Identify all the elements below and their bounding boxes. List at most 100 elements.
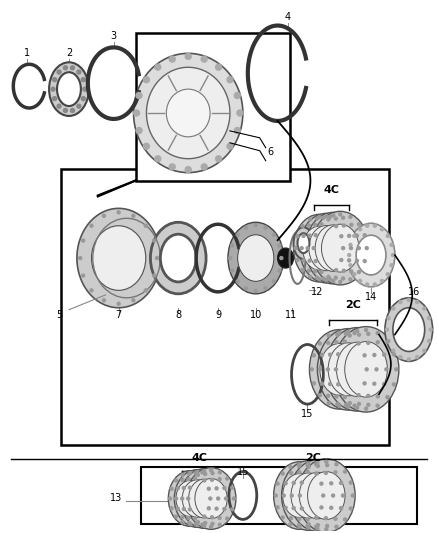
Circle shape — [363, 233, 366, 237]
Circle shape — [376, 341, 379, 344]
Circle shape — [335, 395, 338, 398]
Circle shape — [342, 247, 345, 249]
Circle shape — [316, 464, 319, 467]
Circle shape — [387, 340, 390, 343]
Circle shape — [264, 226, 267, 229]
Circle shape — [318, 394, 321, 397]
Circle shape — [337, 383, 340, 386]
Circle shape — [427, 317, 431, 320]
Circle shape — [188, 508, 191, 511]
Circle shape — [236, 233, 239, 236]
Circle shape — [215, 64, 222, 70]
Circle shape — [244, 287, 247, 290]
Circle shape — [339, 507, 343, 510]
Circle shape — [325, 460, 328, 463]
Circle shape — [194, 477, 196, 480]
Circle shape — [392, 254, 394, 256]
Circle shape — [194, 472, 197, 475]
Circle shape — [326, 464, 328, 466]
Ellipse shape — [160, 234, 196, 282]
Ellipse shape — [274, 462, 325, 529]
Circle shape — [312, 354, 315, 357]
Circle shape — [314, 260, 317, 263]
Circle shape — [196, 523, 198, 527]
Circle shape — [347, 330, 350, 333]
Circle shape — [315, 217, 318, 220]
Text: 16: 16 — [408, 287, 420, 297]
Circle shape — [211, 478, 213, 481]
Circle shape — [365, 368, 368, 371]
Circle shape — [322, 494, 325, 497]
Circle shape — [340, 235, 343, 238]
Circle shape — [336, 333, 339, 336]
Circle shape — [90, 289, 93, 292]
Circle shape — [307, 462, 310, 465]
Circle shape — [306, 524, 309, 528]
Circle shape — [81, 78, 85, 82]
Ellipse shape — [297, 233, 309, 253]
Circle shape — [386, 395, 389, 399]
Circle shape — [170, 487, 173, 490]
Text: 15: 15 — [237, 467, 249, 477]
Circle shape — [335, 269, 338, 272]
Circle shape — [338, 405, 341, 407]
Ellipse shape — [238, 235, 274, 281]
Circle shape — [155, 156, 161, 162]
Circle shape — [300, 481, 303, 484]
Circle shape — [416, 356, 419, 359]
Circle shape — [373, 224, 376, 227]
Circle shape — [204, 473, 207, 475]
Circle shape — [350, 481, 352, 484]
Circle shape — [297, 464, 300, 467]
Circle shape — [383, 383, 385, 385]
Circle shape — [321, 382, 324, 385]
Circle shape — [315, 276, 318, 279]
Circle shape — [307, 523, 310, 526]
Circle shape — [188, 486, 191, 489]
Circle shape — [278, 244, 281, 247]
Circle shape — [356, 406, 359, 409]
Circle shape — [320, 482, 323, 485]
Circle shape — [226, 517, 229, 520]
Circle shape — [292, 481, 295, 484]
Circle shape — [298, 518, 301, 520]
Circle shape — [349, 215, 352, 219]
Circle shape — [383, 353, 385, 356]
Circle shape — [309, 218, 312, 221]
Circle shape — [353, 404, 356, 407]
Circle shape — [347, 405, 350, 408]
Ellipse shape — [336, 342, 378, 397]
Circle shape — [134, 110, 140, 116]
Circle shape — [276, 506, 279, 509]
Circle shape — [281, 516, 284, 519]
Text: 5: 5 — [56, 310, 62, 320]
Circle shape — [327, 218, 330, 221]
Ellipse shape — [297, 459, 355, 532]
Circle shape — [316, 523, 319, 527]
Circle shape — [203, 515, 206, 518]
Circle shape — [234, 127, 240, 133]
Circle shape — [236, 280, 239, 283]
Circle shape — [181, 478, 184, 481]
Circle shape — [349, 244, 352, 246]
Circle shape — [348, 259, 350, 262]
Circle shape — [309, 276, 312, 278]
Circle shape — [53, 96, 57, 101]
Ellipse shape — [315, 225, 351, 271]
Circle shape — [187, 478, 190, 481]
Circle shape — [64, 108, 67, 112]
Ellipse shape — [180, 469, 228, 528]
Circle shape — [316, 461, 319, 464]
Circle shape — [185, 53, 191, 59]
Circle shape — [187, 516, 190, 519]
Circle shape — [211, 472, 214, 475]
Circle shape — [209, 526, 212, 528]
Circle shape — [316, 527, 319, 530]
Circle shape — [328, 383, 332, 385]
Ellipse shape — [134, 53, 243, 173]
Circle shape — [176, 507, 179, 510]
Bar — [135, 34, 290, 181]
Circle shape — [342, 494, 344, 497]
Circle shape — [294, 247, 297, 249]
Circle shape — [81, 239, 85, 242]
